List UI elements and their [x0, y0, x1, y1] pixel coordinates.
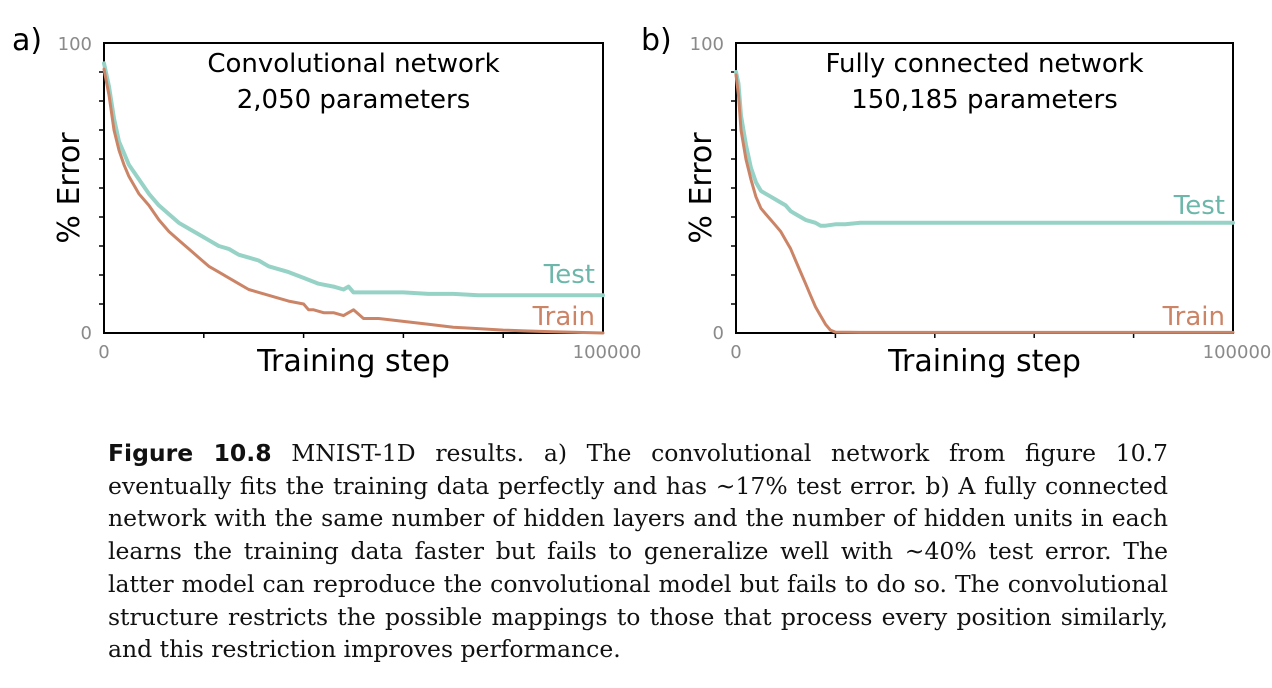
x-tick-label-min: 0: [730, 342, 741, 363]
chart-panel-b: b) 100 00 100000 Training step % Error Fully c…: [641, 23, 1271, 379]
chart-panel-a: a) 100 00 100000 Training step % Error Convolu…: [12, 23, 641, 379]
panel-letter: b): [641, 23, 672, 58]
caption-text: MNIST-1D results. a) The convolutional n…: [108, 439, 1168, 664]
y-tick-label-min: 0: [81, 323, 92, 344]
x-tick-label-max: 100000: [1203, 342, 1272, 363]
y-tick-label-max: 100: [690, 34, 724, 55]
train-series-label: Train: [1162, 302, 1225, 332]
chart-title-line-1: Fully connected network: [825, 49, 1143, 79]
chart-title-line-2: 2,050 parameters: [237, 85, 471, 115]
chart-title-line-1: Convolutional network: [207, 49, 499, 79]
x-tick-label-min: 0: [98, 342, 109, 363]
test-series-label: Test: [1173, 191, 1225, 221]
train-series-label: Train: [532, 302, 595, 332]
train-series-line: [102, 67, 605, 335]
test-series-label: Test: [543, 260, 595, 290]
test-series-line: [734, 70, 1235, 228]
panel-letter: a): [12, 23, 42, 58]
x-axis-title: Training step: [256, 344, 450, 379]
y-tick-label-max: 100: [58, 34, 92, 55]
caption-label: Figure 10.8: [108, 439, 272, 467]
y-axis-title: % Error: [52, 132, 87, 244]
y-tick-label-min: 0: [713, 323, 724, 344]
x-axis-title: Training step: [887, 344, 1081, 379]
chart-title-line-2: 150,185 parameters: [851, 85, 1118, 115]
test-series-line: [102, 61, 605, 298]
figure-caption: Figure 10.8 MNIST-1D results. a) The con…: [108, 437, 1168, 666]
x-tick-label-max: 100000: [573, 342, 642, 363]
y-axis-title: % Error: [684, 132, 719, 244]
train-series-line: [734, 73, 1235, 334]
